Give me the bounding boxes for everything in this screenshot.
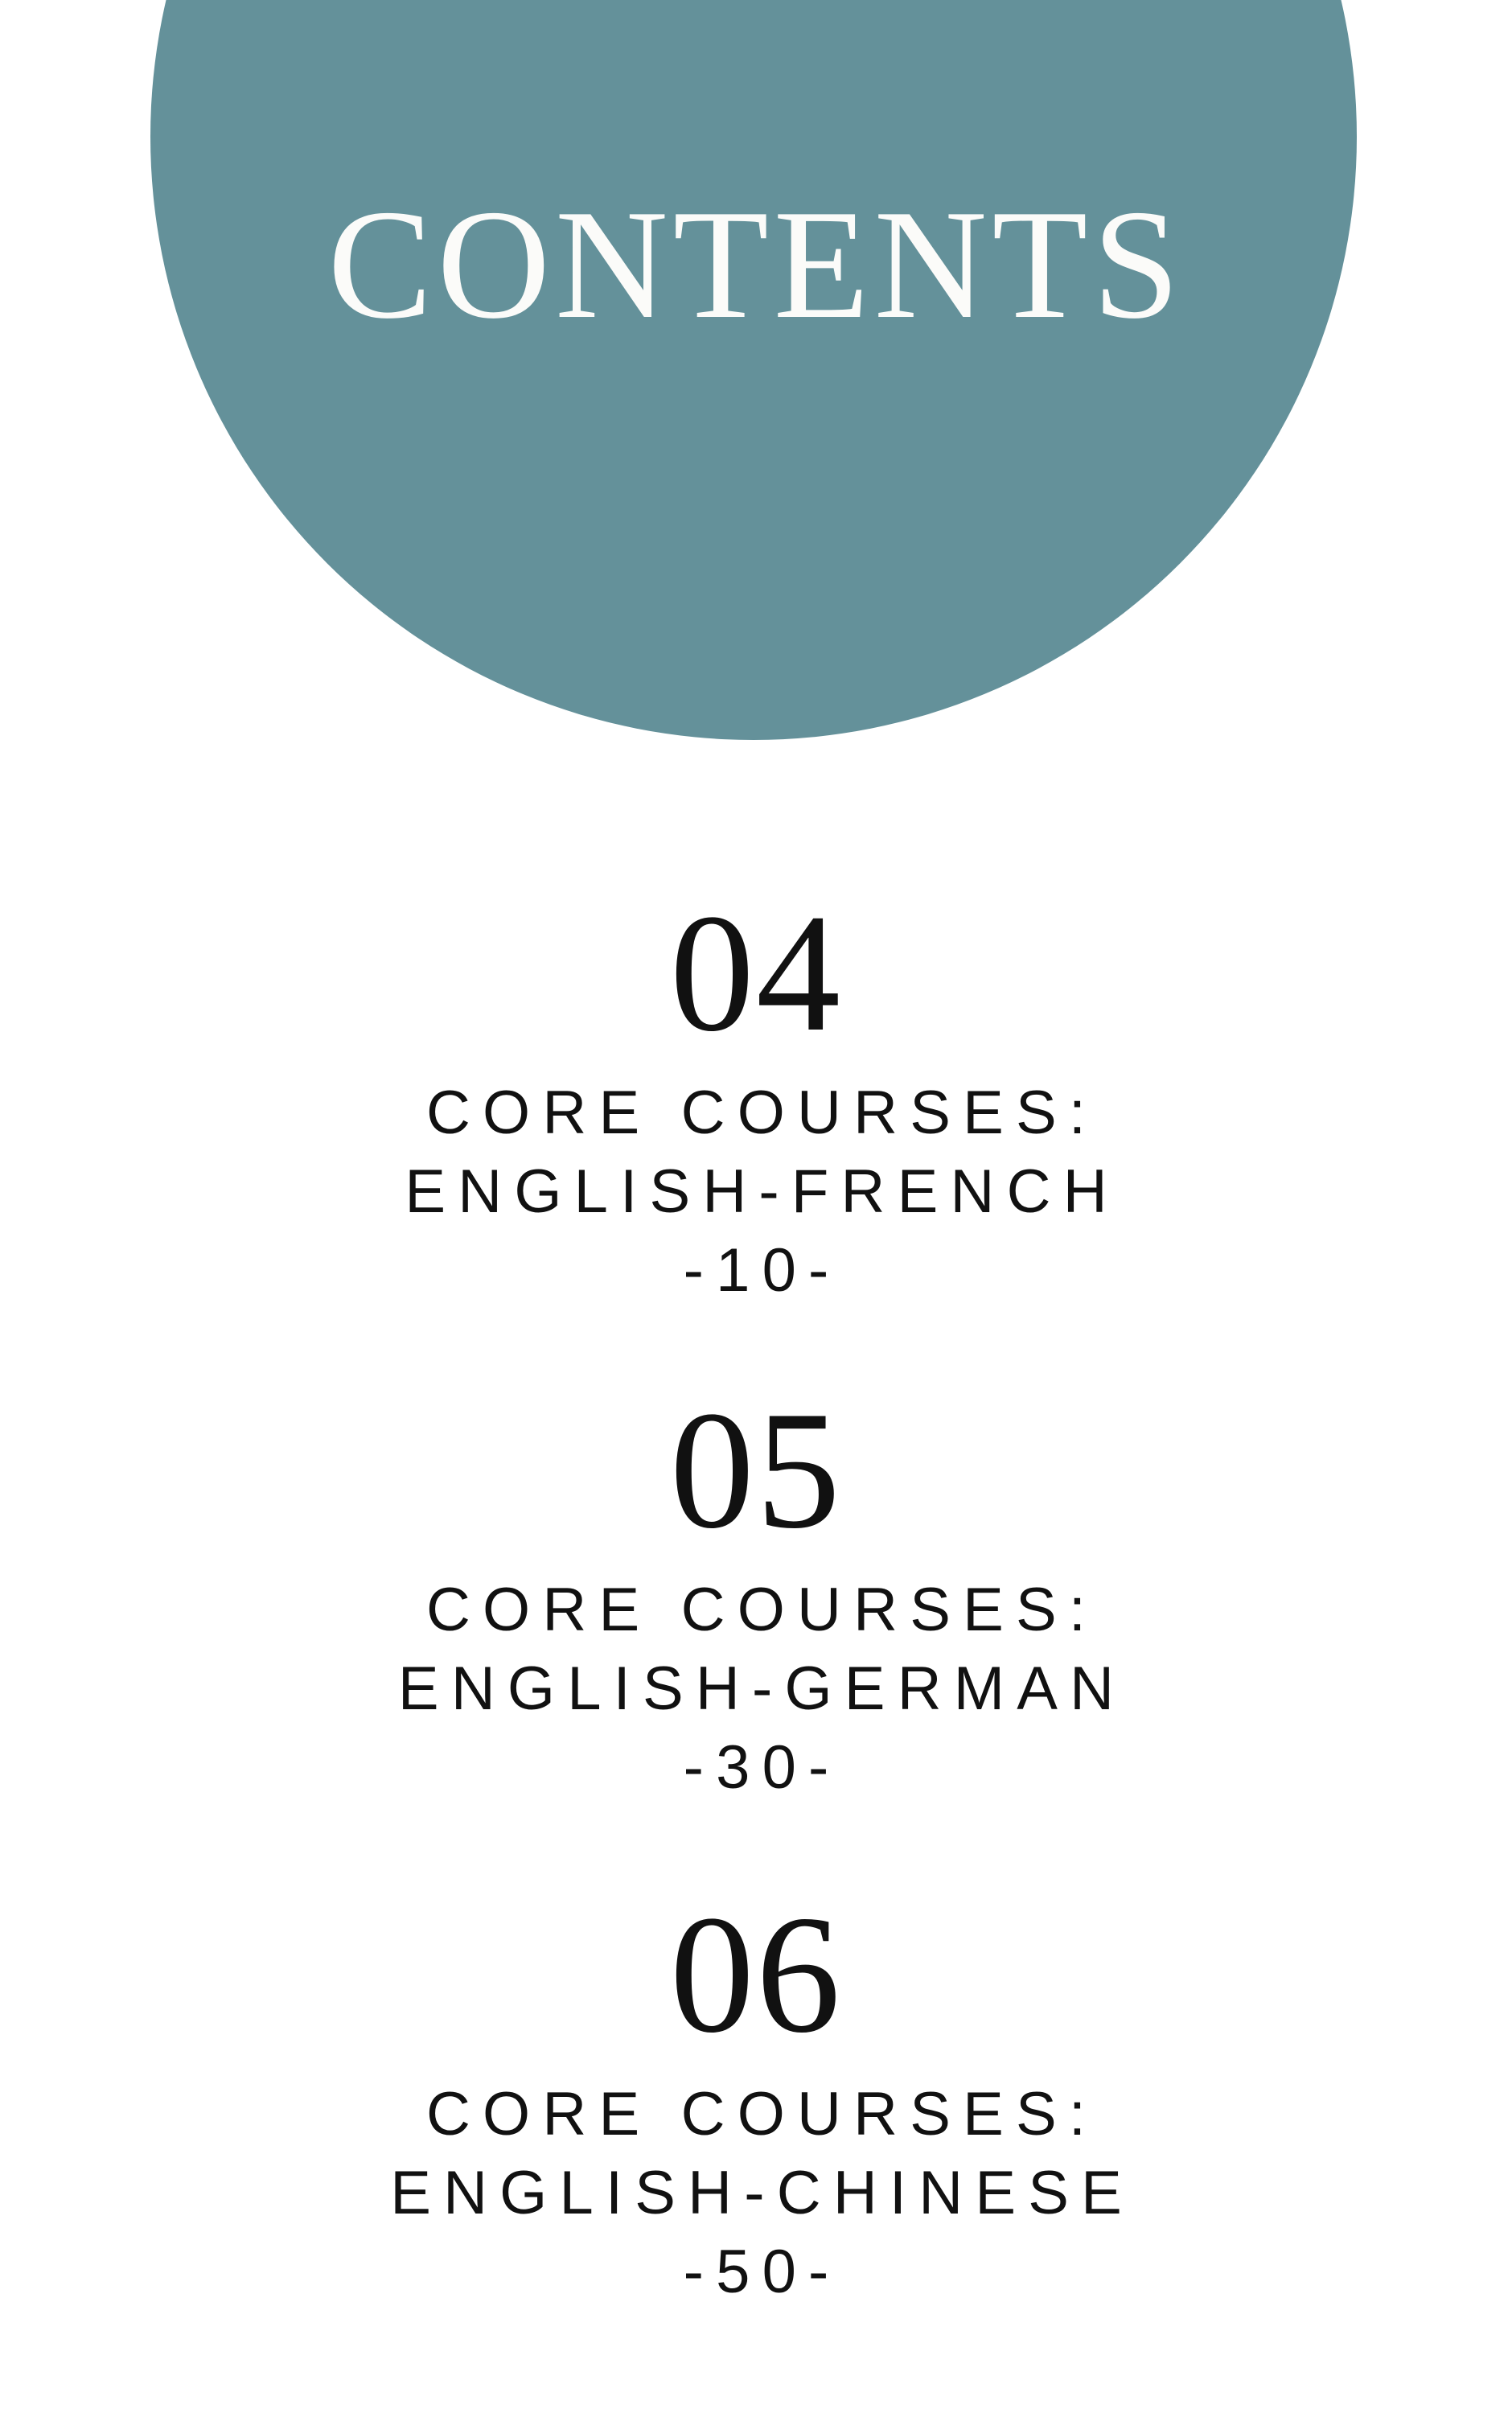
header-circle <box>150 0 1357 740</box>
section-number: 04 <box>669 880 843 1067</box>
page-title: CONTENTS <box>327 178 1185 351</box>
section-page-ref: -30- <box>683 1733 841 1802</box>
section-page-ref: -50- <box>683 2238 841 2306</box>
section-number: 06 <box>669 1881 843 2068</box>
section-page-ref: -10- <box>683 1236 841 1305</box>
toc-entry-04: 04 CORE COURSES: ENGLISH-FRENCH -10- <box>0 889 1512 1310</box>
section-title-line-1: CORE COURSES: <box>425 1576 1099 1644</box>
section-title-line-2: ENGLISH-FRENCH <box>405 1157 1120 1226</box>
section-title-line-2: ENGLISH-GERMAN <box>397 1655 1127 1723</box>
section-number: 05 <box>669 1377 843 1564</box>
toc-entry-05: 05 CORE COURSES: ENGLISH-GERMAN -30- <box>0 1386 1512 1807</box>
toc-entry-06: 06 CORE COURSES: ENGLISH-CHINESE -50- <box>0 1890 1512 2312</box>
section-title-line-1: CORE COURSES: <box>425 1079 1099 1147</box>
section-title-line-2: ENGLISH-CHINESE <box>390 2159 1134 2227</box>
section-title-line-1: CORE COURSES: <box>425 2080 1099 2148</box>
